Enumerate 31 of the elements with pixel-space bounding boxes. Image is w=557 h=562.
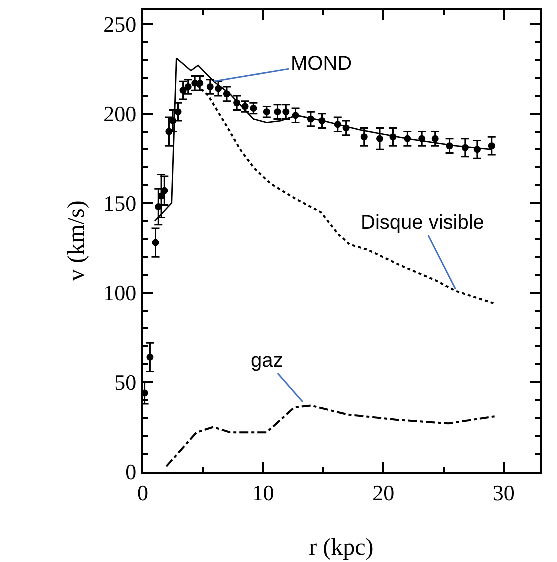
point: [360, 134, 368, 141]
point: [184, 84, 192, 90]
point: [174, 108, 182, 116]
x-tick-label: 30: [492, 480, 515, 506]
point: [488, 142, 496, 150]
point: [152, 239, 160, 246]
y-tick-label: 250: [104, 12, 137, 38]
y-tick-label: 0: [126, 460, 137, 485]
point: [180, 87, 187, 94]
point: [432, 135, 439, 142]
y-tick-label: 150: [104, 191, 137, 216]
line-series: [166, 404, 496, 468]
y-tick-label: 50: [114, 370, 137, 396]
annotation: MOND: [291, 53, 352, 75]
x-tick-label: 10: [252, 480, 274, 506]
x-axis-title: r (kpc): [309, 535, 374, 561]
point: [274, 108, 282, 116]
y-tick-label: 100: [104, 280, 137, 306]
point: [282, 108, 290, 116]
point: [146, 354, 154, 361]
point: [161, 187, 168, 194]
y-tick-label: 200: [104, 102, 137, 127]
point: [196, 80, 204, 87]
point: [376, 135, 384, 142]
point: [166, 128, 173, 136]
annotation: Disque visible: [361, 212, 484, 234]
x-tick-label: 20: [372, 480, 395, 506]
annotation: gaz: [251, 350, 284, 372]
y-axis-title: v (km/s): [64, 200, 90, 282]
point: [206, 84, 214, 90]
point: [155, 203, 162, 210]
